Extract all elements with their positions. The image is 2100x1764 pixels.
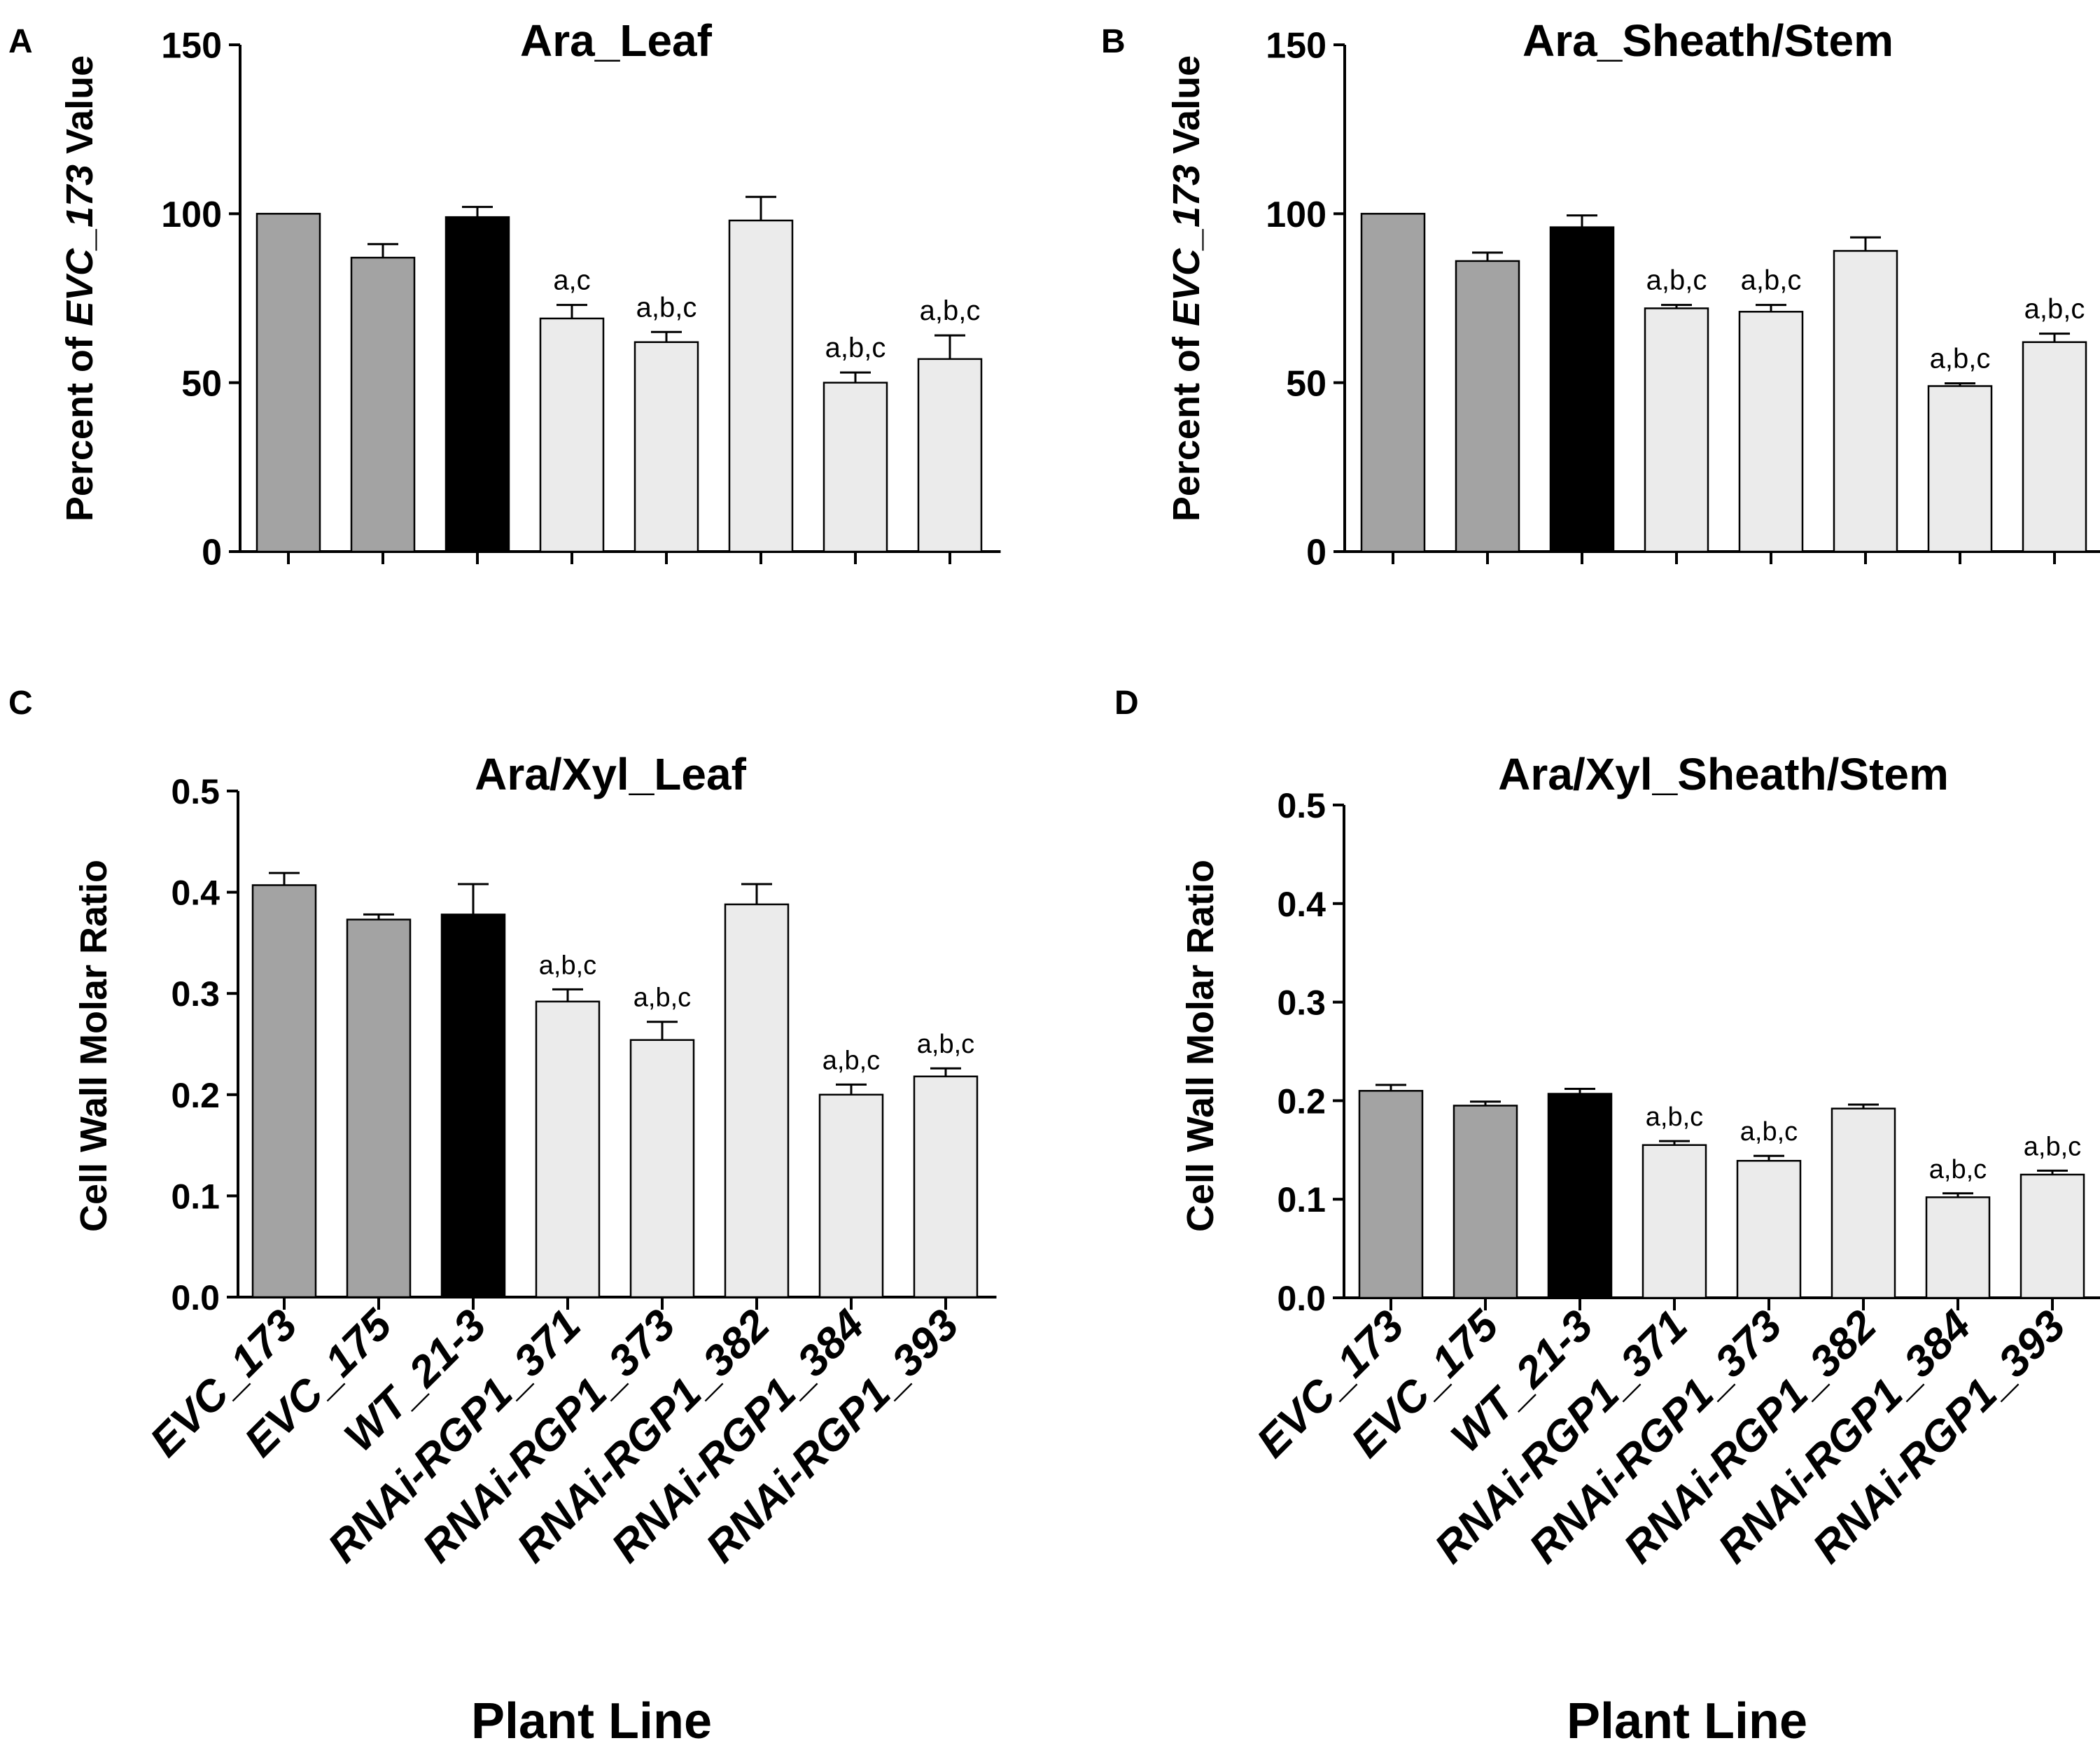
bar (1358, 1090, 1424, 1299)
plot-area-c: 0.00.10.20.30.40.5EVC_173EVC_175WT_21-3a… (141, 772, 997, 1572)
significance-label: a,b,c (825, 332, 886, 363)
chart-title-d: Ara/Xyl_Sheath/Stem (1498, 749, 1949, 799)
bar (1547, 1093, 1613, 1299)
panel-letter-c: C (8, 685, 33, 722)
significance-label: a,b,c (1741, 265, 1802, 296)
plot-area-a: 0 50 100 150 a,c a,b,c a,b,c a,b,c (161, 26, 1001, 573)
y-tick-label: 0.1 (171, 1177, 220, 1216)
bar (535, 1000, 601, 1298)
x-axis-title-d: Plant Line (1567, 1693, 1807, 1749)
significance-label: a,b,c (1646, 1102, 1703, 1132)
significance-label: a,b,c (822, 1046, 880, 1075)
y-axis-label-b: Percent of EVC_173 Value (1166, 55, 1208, 522)
bar (1738, 311, 1804, 553)
bar (444, 216, 510, 553)
y-tick-label: 0.3 (171, 974, 220, 1014)
bar (1927, 385, 1993, 553)
significance-label: a,b,c (634, 983, 691, 1013)
y-tick-label: 0.4 (171, 874, 220, 913)
significance-label: a,b,c (1930, 344, 1991, 374)
y-tick-label: 0 (1306, 533, 1326, 573)
y-tick-label: 0.2 (171, 1076, 220, 1115)
chart-title-c: Ara/Xyl_Leaf (475, 749, 746, 799)
y-tick-label: 0.5 (1277, 786, 1326, 825)
bar (629, 1039, 695, 1298)
panel-letter-a: A (8, 23, 33, 60)
bar (1925, 1196, 1991, 1299)
significance-label: a,c (553, 265, 590, 296)
y-axis-label-c: Cell Wall Molar Ratio (73, 860, 115, 1232)
bar (251, 884, 317, 1298)
y-tick-label: 150 (161, 26, 222, 66)
plot-area-b: 0 50 100 150 a,b,c a,b,c a,b,c a,b,c (1266, 26, 2100, 573)
bar (1549, 226, 1615, 553)
bar (728, 219, 794, 553)
bar (917, 358, 983, 553)
significance-label: a,b,c (636, 292, 697, 323)
bar (1644, 307, 1709, 553)
significance-label: a,b,c (1929, 1155, 1987, 1184)
bar (539, 317, 605, 553)
bar (350, 256, 416, 553)
bar (724, 903, 790, 1298)
significance-label: a,b,c (1740, 1117, 1798, 1147)
bar (346, 918, 412, 1298)
y-tick-label: 0.4 (1277, 885, 1326, 924)
bar (255, 213, 321, 553)
bar (1455, 260, 1520, 553)
bar (1642, 1144, 1707, 1299)
bar (440, 913, 506, 1298)
chart-title-a: Ara_Leaf (520, 15, 713, 66)
bar (913, 1075, 979, 1298)
y-tick-label: 100 (1266, 195, 1326, 235)
panel-letter-b: B (1101, 23, 1126, 60)
plot-area-d: 0.00.10.20.30.40.5EVC_173EVC_175WT_21-3a… (1247, 786, 2100, 1573)
bar (1360, 213, 1426, 553)
y-tick-label: 0.0 (1277, 1279, 1326, 1318)
y-tick-label: 0.3 (1277, 983, 1326, 1023)
bar (822, 382, 888, 553)
chart-title-b: Ara_Sheath/Stem (1522, 15, 1893, 66)
bar (1830, 1107, 1896, 1299)
y-tick-label: 0.2 (1277, 1082, 1326, 1121)
y-tick-label: 100 (161, 195, 222, 235)
y-tick-label: 0.1 (1277, 1180, 1326, 1219)
significance-label: a,b,c (2024, 1132, 2081, 1161)
bar (1452, 1105, 1518, 1299)
bar (1833, 250, 1898, 553)
significance-label: a,b,c (539, 951, 596, 980)
y-axis-label-d: Cell Wall Molar Ratio (1180, 860, 1222, 1232)
bar (2019, 1173, 2085, 1299)
x-axis-title-c: Plant Line (471, 1693, 712, 1749)
y-tick-label: 0.5 (171, 772, 220, 811)
bar (818, 1093, 884, 1298)
significance-label: a,b,c (2024, 294, 2085, 325)
y-tick-label: 50 (1286, 363, 1326, 404)
significance-label: a,b,c (1646, 265, 1707, 296)
y-tick-label: 150 (1266, 26, 1326, 66)
significance-label: a,b,c (920, 295, 981, 326)
bar (2022, 341, 2087, 553)
y-tick-label: 50 (181, 363, 222, 404)
y-tick-label: 0.0 (171, 1278, 220, 1317)
panel-letter-d: D (1114, 685, 1139, 722)
bar (634, 341, 699, 553)
significance-label: a,b,c (917, 1030, 974, 1059)
y-axis-label-a: Percent of EVC_173 Value (59, 55, 101, 522)
bar (1736, 1160, 1802, 1299)
y-tick-label: 0 (202, 533, 222, 573)
